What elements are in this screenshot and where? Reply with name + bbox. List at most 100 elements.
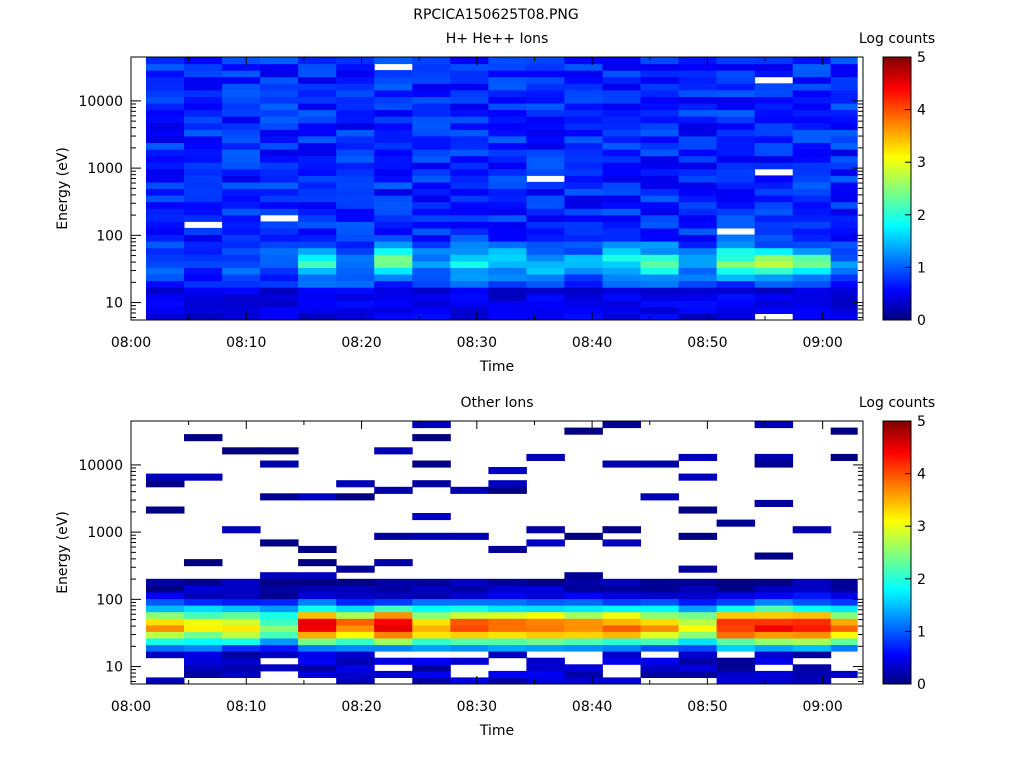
heatmap-cell [260, 221, 299, 229]
heatmap-cell [222, 657, 261, 665]
heatmap-cell [374, 83, 413, 91]
heatmap-cell [412, 201, 451, 209]
heatmap-cell [298, 545, 337, 553]
heatmap-cell [374, 267, 413, 275]
heatmap-cell [336, 598, 375, 606]
heatmap-cell [374, 149, 413, 157]
heatmap-cell [146, 585, 185, 593]
heatmap-cell [298, 306, 337, 314]
heatmap-cell [678, 83, 718, 91]
heatmap-cell [488, 70, 527, 78]
heatmap-cell [602, 63, 641, 71]
heatmap-cell [526, 149, 565, 157]
heatmap-cell [830, 624, 858, 632]
heatmap-cell [526, 89, 565, 97]
heatmap-cell [716, 300, 756, 308]
heatmap-cell [184, 175, 223, 183]
y-tick-label: 1000 [87, 525, 123, 541]
heatmap-cell [564, 260, 603, 268]
heatmap-cell [564, 592, 603, 600]
heatmap-cell [298, 559, 337, 567]
heatmap-cell [412, 513, 451, 521]
heatmap-cell [640, 306, 679, 314]
heatmap-cell [146, 241, 185, 249]
heatmap-cell [450, 142, 489, 150]
heatmap-cell [716, 195, 756, 203]
heatmap-cell [830, 234, 858, 242]
heatmap-cell [450, 129, 489, 137]
heatmap-cell [146, 260, 185, 268]
heatmap-cell [412, 96, 451, 104]
heatmap-cell [222, 96, 261, 104]
heatmap-cell [602, 585, 641, 593]
heatmap-cell [412, 247, 451, 255]
panel-1: H+ He++ Ions 08:00 08:10 08:20 08:30 08:40 08:… [55, 31, 935, 375]
heatmap-cell [640, 175, 679, 183]
heatmap-cell [184, 129, 223, 137]
heatmap-cell [450, 70, 489, 78]
heatmap-cell [792, 155, 832, 163]
heatmap-cell [754, 552, 794, 560]
heatmap-cell [488, 135, 527, 143]
heatmap-cell [450, 83, 489, 91]
heatmap-cell [412, 149, 451, 157]
heatmap-cell [602, 526, 641, 534]
heatmap-cell [412, 677, 451, 685]
heatmap-cell [640, 241, 679, 249]
heatmap-cell [716, 116, 756, 124]
heatmap-cell [412, 578, 451, 586]
heatmap-cell [336, 241, 375, 249]
heatmap-cell [564, 109, 603, 117]
heatmap-cell [412, 109, 451, 117]
heatmap-cell [602, 109, 641, 117]
heatmap-cell [754, 631, 794, 639]
heatmap-cell [792, 214, 832, 222]
heatmap-cell [564, 201, 603, 209]
heatmap-cell [830, 188, 858, 196]
heatmap-cell [184, 116, 223, 124]
heatmap-cell [146, 175, 185, 183]
heatmap-cell [716, 280, 756, 288]
heatmap-cell [260, 274, 299, 282]
heatmap-cell [640, 598, 679, 606]
heatmap-cell [222, 274, 261, 282]
heatmap-cell [792, 234, 832, 242]
heatmap-cell [184, 241, 223, 249]
heatmap-cell [184, 598, 223, 606]
heatmap-cell [716, 221, 756, 229]
heatmap-cell [716, 611, 756, 619]
heatmap-cell [412, 162, 451, 170]
heatmap-cell [716, 519, 756, 527]
heatmap-cell [602, 214, 641, 222]
heatmap-cell [830, 103, 858, 111]
heatmap-cell [374, 300, 413, 308]
heatmap-cell [412, 670, 451, 678]
heatmap-cell [792, 644, 832, 652]
heatmap-cell [298, 116, 337, 124]
heatmap-cell [602, 155, 641, 163]
heatmap-cell [792, 70, 832, 78]
heatmap-cell [640, 83, 679, 91]
heatmap-cell [640, 624, 679, 632]
heatmap-cell [488, 605, 527, 613]
heatmap-cell [222, 631, 261, 639]
heatmap-cell [488, 116, 527, 124]
heatmap-cell [792, 578, 832, 586]
heatmap-cell [450, 254, 489, 262]
heatmap-cell [184, 122, 223, 130]
heatmap-cell [450, 57, 489, 65]
heatmap-cell [488, 103, 527, 111]
heatmap-cell [298, 572, 337, 580]
heatmap-cell [184, 109, 223, 117]
heatmap-cell [298, 611, 337, 619]
heatmap-cell [412, 306, 451, 314]
heatmap-cell [640, 168, 679, 176]
heatmap-cell [450, 260, 489, 268]
heatmap-cell [184, 57, 223, 65]
heatmap-cell [526, 76, 565, 84]
heatmap-cell [298, 664, 337, 672]
heatmap-cell [488, 578, 527, 586]
heatmap-cell [412, 241, 451, 249]
heatmap-cell [602, 592, 641, 600]
